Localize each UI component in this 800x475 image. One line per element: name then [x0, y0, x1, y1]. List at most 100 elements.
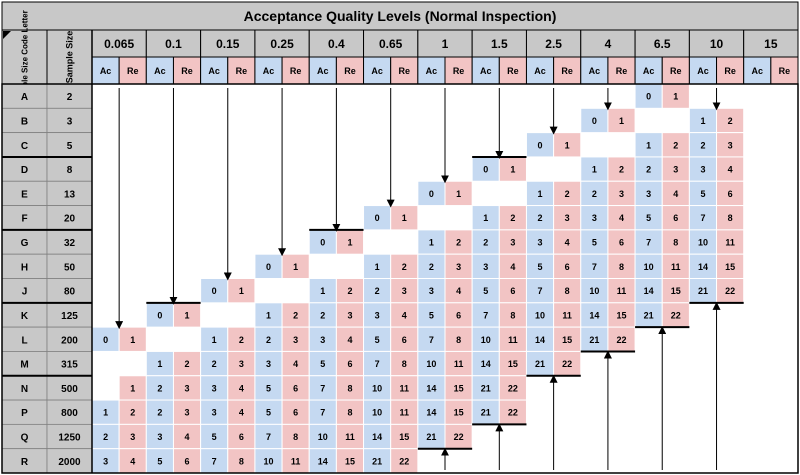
re-cell	[661, 205, 690, 231]
re-cell	[227, 448, 256, 474]
ac-value: 2	[212, 359, 217, 369]
ac-value: 14	[426, 408, 436, 418]
row-size-cell	[46, 132, 93, 158]
re-cell	[118, 375, 147, 401]
ac-value: 0	[592, 116, 597, 126]
re-value: 2	[347, 286, 352, 296]
re-header	[335, 56, 365, 85]
ac-value: 1	[103, 408, 108, 418]
ac-value: 10	[481, 335, 491, 345]
ac-cell	[471, 350, 500, 377]
re-value: 8	[239, 456, 244, 466]
re-label: Re	[670, 66, 682, 76]
ac-value: 5	[700, 189, 705, 199]
re-value: 4	[239, 408, 244, 418]
ac-value: 7	[266, 432, 271, 442]
row-size: 315	[61, 360, 78, 371]
re-cell	[498, 156, 527, 182]
row-letter: J	[22, 287, 28, 298]
re-value: 11	[671, 262, 681, 272]
re-value: 11	[291, 456, 301, 466]
ac-value: 1	[429, 238, 434, 248]
re-label: Re	[616, 66, 628, 76]
ac-value: 3	[700, 165, 705, 175]
row-size: 5	[67, 141, 73, 152]
re-value: 3	[728, 140, 733, 150]
ac-value: 3	[103, 456, 108, 466]
re-value: 1	[456, 189, 461, 199]
re-label: Re	[779, 66, 791, 76]
re-cell	[390, 448, 419, 474]
re-value: 4	[130, 456, 135, 466]
aql-level-label: 15	[764, 37, 778, 51]
ac-cell	[363, 326, 392, 352]
re-value: 22	[671, 310, 681, 320]
re-cell	[553, 302, 582, 328]
re-cell	[553, 326, 582, 352]
ac-value: 3	[538, 238, 543, 248]
re-value: 8	[728, 213, 733, 223]
re-value: 6	[673, 213, 678, 223]
re-value: 3	[130, 432, 135, 442]
re-cell	[553, 253, 582, 279]
ac-value: 14	[372, 432, 382, 442]
ac-value: 5	[646, 213, 651, 223]
re-cell	[281, 326, 310, 352]
re-value: 6	[185, 456, 190, 466]
re-cell	[661, 278, 690, 304]
re-cell	[444, 375, 473, 401]
re-value: 6	[565, 262, 570, 272]
ac-value: 0	[483, 165, 488, 175]
ac-label: Ac	[697, 66, 709, 76]
re-value: 6	[293, 408, 298, 418]
re-value: 4	[185, 432, 190, 442]
re-value: 15	[454, 383, 464, 393]
row-letter: K	[21, 311, 29, 322]
code-letter-header: Sample Size Code Letter	[21, 10, 30, 103]
re-value: 11	[400, 383, 410, 393]
ac-value: 5	[320, 359, 325, 369]
aql-level-label: 0.15	[216, 37, 240, 51]
row-letter: C	[21, 141, 28, 152]
re-value: 6	[402, 335, 407, 345]
re-value: 4	[728, 165, 733, 175]
aql-level-label: 4	[605, 37, 612, 51]
ac-cell	[145, 375, 174, 401]
re-cell	[716, 180, 745, 207]
re-value: 1	[239, 286, 244, 296]
re-cell	[118, 326, 147, 352]
ac-label: Ac	[480, 66, 492, 76]
re-value: 2	[456, 238, 461, 248]
re-value: 3	[673, 165, 678, 175]
re-value: 8	[673, 238, 678, 248]
aql-level-header	[363, 29, 419, 58]
re-cell	[390, 399, 419, 425]
ac-value: 10	[372, 408, 382, 418]
re-value: 3	[347, 310, 352, 320]
re-value: 15	[508, 359, 518, 369]
aql-level-label: 0.25	[270, 37, 294, 51]
re-label: Re	[127, 66, 139, 76]
ac-cell	[688, 253, 718, 279]
ac-value: 1	[212, 335, 217, 345]
re-cell	[172, 399, 202, 425]
re-cell	[607, 107, 636, 134]
ac-value: 14	[481, 359, 491, 369]
re-value: 3	[402, 286, 407, 296]
re-value: 6	[619, 238, 624, 248]
re-cell	[390, 302, 419, 328]
re-value: 15	[345, 456, 355, 466]
ac-value: 5	[375, 335, 380, 345]
re-value: 2	[510, 213, 515, 223]
row-size-cell	[46, 351, 93, 377]
re-label: Re	[290, 66, 302, 76]
re-value: 11	[400, 408, 410, 418]
ac-value: 5	[429, 310, 434, 320]
re-header	[444, 56, 473, 85]
re-value: 3	[510, 238, 515, 248]
ac-value: 7	[320, 383, 325, 393]
re-value: 3	[239, 359, 244, 369]
re-value: 8	[565, 286, 570, 296]
ac-cell	[471, 375, 500, 401]
ac-cell	[200, 448, 229, 474]
